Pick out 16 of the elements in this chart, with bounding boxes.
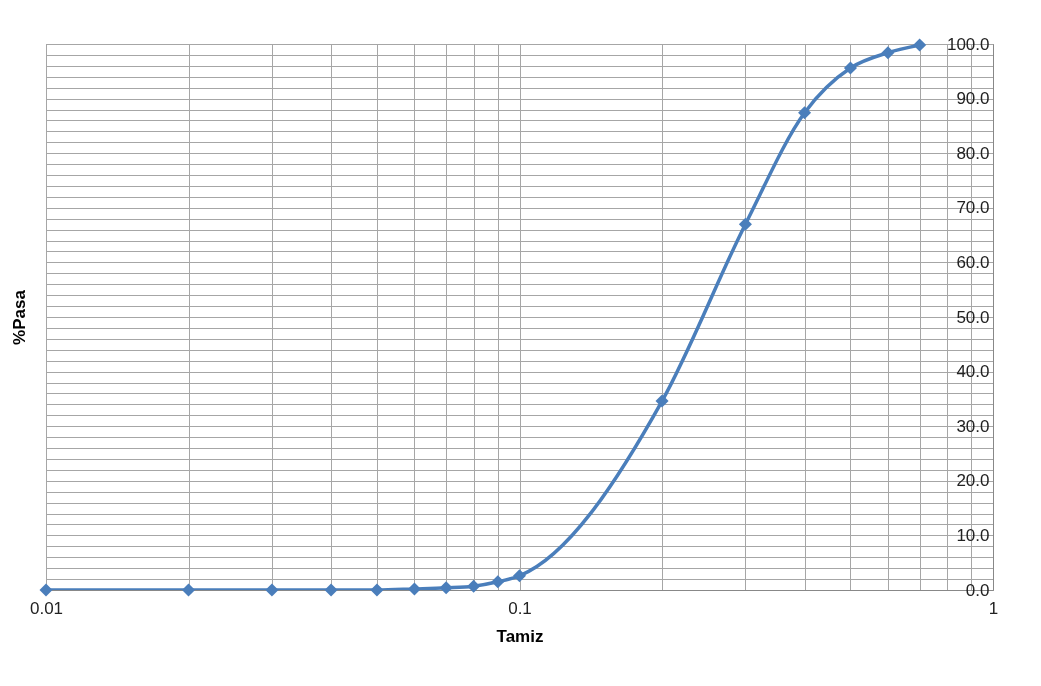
y-tick-label: 10.0	[956, 525, 990, 545]
x-axis-title: Tamiz	[496, 626, 544, 646]
y-tick-label: 30.0	[956, 416, 990, 436]
y-axis-title: %Pasa	[9, 289, 29, 345]
x-tick-label: 0.1	[508, 598, 532, 618]
y-tick-label: 100.0	[946, 34, 990, 54]
y-tick-label: 60.0	[956, 252, 990, 272]
y-tick-label: 40.0	[956, 362, 990, 382]
y-tick-label: 50.0	[956, 307, 990, 327]
y-tick-label: 70.0	[956, 198, 990, 218]
y-tick-label: 20.0	[956, 471, 990, 491]
y-tick-label: 90.0	[956, 89, 990, 109]
x-tick-label: 0.01	[29, 598, 64, 618]
y-tick-label: 0.0	[965, 580, 990, 600]
y-tick-label: 80.0	[956, 143, 990, 163]
x-tick-label: 1	[988, 598, 999, 618]
